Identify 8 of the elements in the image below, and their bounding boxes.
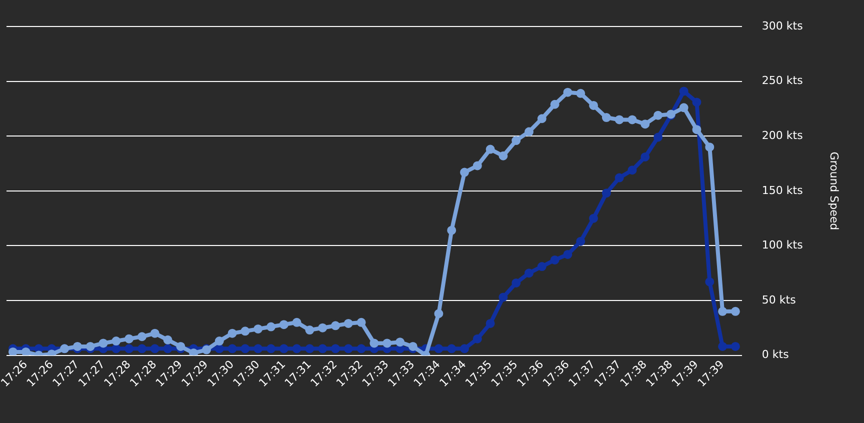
y-tick-label: 200 kts bbox=[762, 129, 804, 142]
y-tick-label: 50 kts bbox=[762, 293, 796, 306]
y-axis-title: Ground Speed bbox=[828, 152, 841, 230]
y-tick-label: 150 kts bbox=[762, 184, 804, 197]
y-tick-label: 0 kts bbox=[762, 348, 790, 362]
y-tick-label: 250 kts bbox=[762, 74, 804, 88]
y-tick-label: 300 kts bbox=[762, 19, 804, 32]
y-tick-label: 100 kts bbox=[762, 238, 804, 252]
